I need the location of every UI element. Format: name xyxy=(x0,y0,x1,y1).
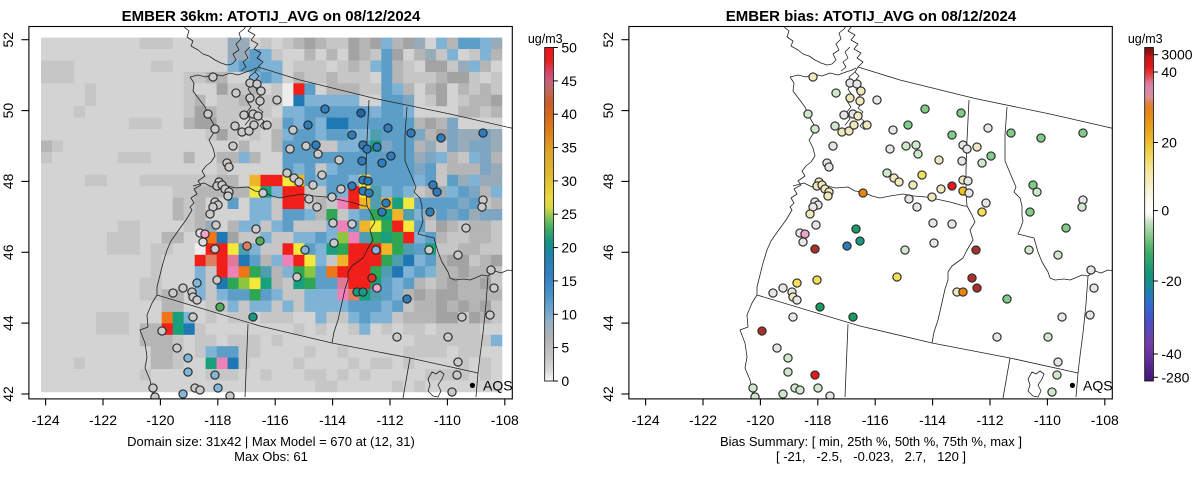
svg-text:-108: -108 xyxy=(1091,412,1119,428)
svg-text:[ -21, -2.5, -0.023, 2.7: [ -21, -2.5, -0.023, 2.7, 120 ] xyxy=(776,449,966,464)
svg-text:0: 0 xyxy=(1161,203,1169,219)
svg-text:-20: -20 xyxy=(1161,273,1181,289)
svg-text:EMBER bias: ATOTIJ_AVG on 08/1: EMBER bias: ATOTIJ_AVG on 08/12/2024 xyxy=(726,8,1017,25)
svg-text:-118: -118 xyxy=(204,412,231,428)
svg-text:-118: -118 xyxy=(804,412,831,428)
svg-text:52: 52 xyxy=(0,32,16,48)
svg-text:46: 46 xyxy=(0,244,16,260)
svg-text:50: 50 xyxy=(600,103,616,119)
svg-text:48: 48 xyxy=(600,173,616,189)
svg-text:-120: -120 xyxy=(746,412,774,428)
svg-text:Max Obs: 61: Max Obs: 61 xyxy=(234,449,308,464)
svg-text:AQS: AQS xyxy=(1083,378,1113,394)
svg-text:-124: -124 xyxy=(32,412,60,428)
svg-text:50: 50 xyxy=(561,40,577,56)
svg-text:-120: -120 xyxy=(146,412,174,428)
svg-text:0: 0 xyxy=(561,373,569,389)
svg-text:Bias Summary: [ min, 25th %, 5: Bias Summary: [ min, 25th %, 50th %, 75t… xyxy=(720,434,1022,449)
svg-text:35: 35 xyxy=(561,140,577,156)
svg-text:42: 42 xyxy=(600,386,616,402)
svg-text:5: 5 xyxy=(561,340,569,356)
svg-text:50: 50 xyxy=(0,103,16,119)
svg-text:52: 52 xyxy=(600,32,616,48)
svg-text:-116: -116 xyxy=(262,412,289,428)
svg-text:-122: -122 xyxy=(689,412,717,428)
svg-text:-112: -112 xyxy=(377,412,404,428)
svg-text:-114: -114 xyxy=(919,412,946,428)
svg-text:10: 10 xyxy=(561,306,577,322)
svg-text:-124: -124 xyxy=(632,412,660,428)
svg-text:-112: -112 xyxy=(977,412,1004,428)
svg-text:AQS: AQS xyxy=(483,378,513,394)
svg-text:25: 25 xyxy=(561,206,577,222)
svg-text:EMBER 36km: ATOTIJ_AVG on 08/1: EMBER 36km: ATOTIJ_AVG on 08/12/2024 xyxy=(122,8,421,25)
svg-text:45: 45 xyxy=(561,73,577,89)
svg-text:40: 40 xyxy=(561,106,577,122)
svg-text:-280: -280 xyxy=(1161,369,1189,385)
svg-text:-108: -108 xyxy=(491,412,519,428)
svg-text:42: 42 xyxy=(0,386,16,402)
svg-text:-114: -114 xyxy=(319,412,346,428)
svg-text:20: 20 xyxy=(1161,135,1177,151)
svg-text:Domain size: 31x42 | Max Model: Domain size: 31x42 | Max Model = 670 at … xyxy=(127,434,415,449)
svg-text:40: 40 xyxy=(1161,64,1177,80)
svg-text:-110: -110 xyxy=(1034,412,1061,428)
svg-text:-40: -40 xyxy=(1161,346,1181,362)
svg-text:ug/m3: ug/m3 xyxy=(528,32,563,46)
svg-text:46: 46 xyxy=(600,244,616,260)
svg-text:-116: -116 xyxy=(862,412,889,428)
svg-text:ug/m3: ug/m3 xyxy=(1128,32,1163,46)
svg-text:44: 44 xyxy=(0,315,16,331)
svg-text:20: 20 xyxy=(561,240,577,256)
svg-text:3000: 3000 xyxy=(1161,47,1192,63)
svg-text:-110: -110 xyxy=(434,412,461,428)
svg-text:48: 48 xyxy=(0,173,16,189)
svg-text:44: 44 xyxy=(600,315,616,331)
svg-text:30: 30 xyxy=(561,173,577,189)
svg-text:-122: -122 xyxy=(89,412,117,428)
svg-text:15: 15 xyxy=(561,273,577,289)
